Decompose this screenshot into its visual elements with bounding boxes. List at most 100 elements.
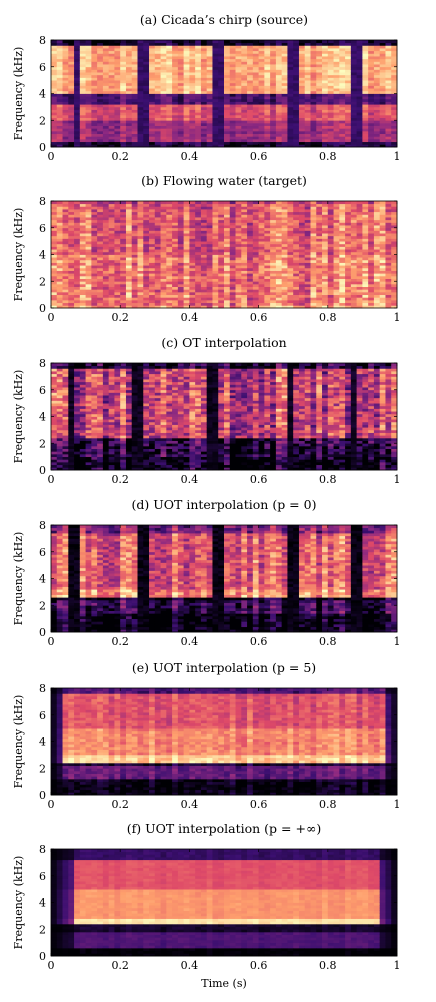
heatmap-cell (109, 220, 115, 223)
heatmap-cell (189, 230, 195, 233)
heatmap-cell (97, 236, 103, 239)
heatmap-cell (189, 110, 195, 113)
heatmap-cell (103, 99, 109, 102)
heatmap-cell (345, 91, 351, 94)
heatmap-cell (351, 110, 357, 113)
heatmap-cell (224, 263, 230, 266)
heatmap-cell (270, 96, 276, 99)
heatmap-cell (264, 236, 270, 239)
heatmap-cell (236, 265, 242, 268)
heatmap-cell (316, 263, 322, 266)
heatmap-cell (149, 83, 155, 86)
heatmap-cell (57, 110, 63, 113)
heatmap-cell (57, 459, 63, 462)
heatmap-cell (91, 287, 97, 290)
heatmap-cell (362, 220, 368, 223)
heatmap-cell (276, 217, 282, 220)
heatmap-cell (57, 268, 63, 271)
heatmap-cell (345, 252, 351, 255)
heatmap-cell (287, 99, 293, 102)
heatmap-cell (305, 139, 311, 142)
heatmap-cell (282, 91, 288, 94)
heatmap-cell (218, 257, 224, 260)
heatmap-cell (207, 222, 213, 225)
heatmap-cell (212, 273, 218, 276)
heatmap-cell (91, 209, 97, 212)
heatmap-cell (51, 80, 57, 83)
heatmap-cell (63, 451, 69, 454)
heatmap-cell (339, 220, 345, 223)
heatmap-cell (195, 295, 201, 298)
heatmap-cell (357, 56, 363, 59)
heatmap-cell (339, 43, 345, 46)
heatmap-cell (80, 255, 86, 258)
heatmap-cell (299, 284, 305, 287)
heatmap-cell (138, 40, 144, 43)
heatmap-cell (345, 112, 351, 115)
heatmap-cell (149, 56, 155, 59)
heatmap-cell (368, 204, 374, 207)
heatmap-cell (385, 45, 391, 48)
heatmap-cell (120, 214, 126, 217)
heatmap-cell (80, 220, 86, 223)
heatmap-cell (166, 222, 172, 225)
heatmap-cell (287, 273, 293, 276)
heatmap-cell (91, 107, 97, 110)
heatmap-cell (311, 214, 317, 217)
heatmap-cell (74, 206, 80, 209)
heatmap-cell (109, 104, 115, 107)
heatmap-cell (230, 83, 236, 86)
heatmap-cell (103, 206, 109, 209)
heatmap-cell (166, 292, 172, 295)
heatmap-cell (351, 91, 357, 94)
heatmap-cell (126, 53, 132, 56)
heatmap-cell (270, 225, 276, 228)
heatmap-cell (316, 136, 322, 139)
heatmap-cell (236, 217, 242, 220)
heatmap-cell (311, 120, 317, 123)
heatmap-cell (86, 126, 92, 129)
heatmap-cell (224, 88, 230, 91)
heatmap-cell (241, 292, 247, 295)
heatmap-cell (241, 252, 247, 255)
heatmap-cell (391, 230, 397, 233)
heatmap-cell (218, 115, 224, 118)
heatmap-cell (311, 99, 317, 102)
heatmap-cell (166, 260, 172, 263)
heatmap-cell (264, 217, 270, 220)
heatmap-cell (114, 61, 120, 64)
heatmap-cell (184, 59, 190, 62)
heatmap-cell (293, 228, 299, 231)
heatmap-cell (126, 118, 132, 121)
heatmap-cell (207, 142, 213, 145)
heatmap-cell (311, 43, 317, 46)
heatmap-cell (91, 289, 97, 292)
heatmap-cell (86, 110, 92, 113)
heatmap-cell (311, 107, 317, 110)
heatmap-cell (212, 104, 218, 107)
heatmap-cell (270, 260, 276, 263)
heatmap-cell (143, 51, 149, 54)
heatmap-cell (109, 45, 115, 48)
heatmap-cell (57, 112, 63, 115)
heatmap-cell (374, 80, 380, 83)
heatmap-cell (368, 295, 374, 298)
heatmap-cell (299, 206, 305, 209)
heatmap-cell (282, 142, 288, 145)
heatmap-cell (224, 99, 230, 102)
heatmap-cell (57, 257, 63, 260)
heatmap-cell (126, 67, 132, 70)
heatmap-cell (114, 110, 120, 113)
heatmap-cell (63, 433, 69, 436)
heatmap-cell (368, 96, 374, 99)
heatmap-cell (120, 225, 126, 228)
heatmap-cell (299, 112, 305, 115)
heatmap-cell (161, 201, 167, 204)
heatmap-cell (259, 131, 265, 134)
heatmap-cell (218, 217, 224, 220)
heatmap-cell (138, 263, 144, 266)
heatmap-cell (207, 217, 213, 220)
heatmap-cell (143, 263, 149, 266)
heatmap-cell (63, 276, 69, 279)
heatmap-cell (287, 220, 293, 223)
